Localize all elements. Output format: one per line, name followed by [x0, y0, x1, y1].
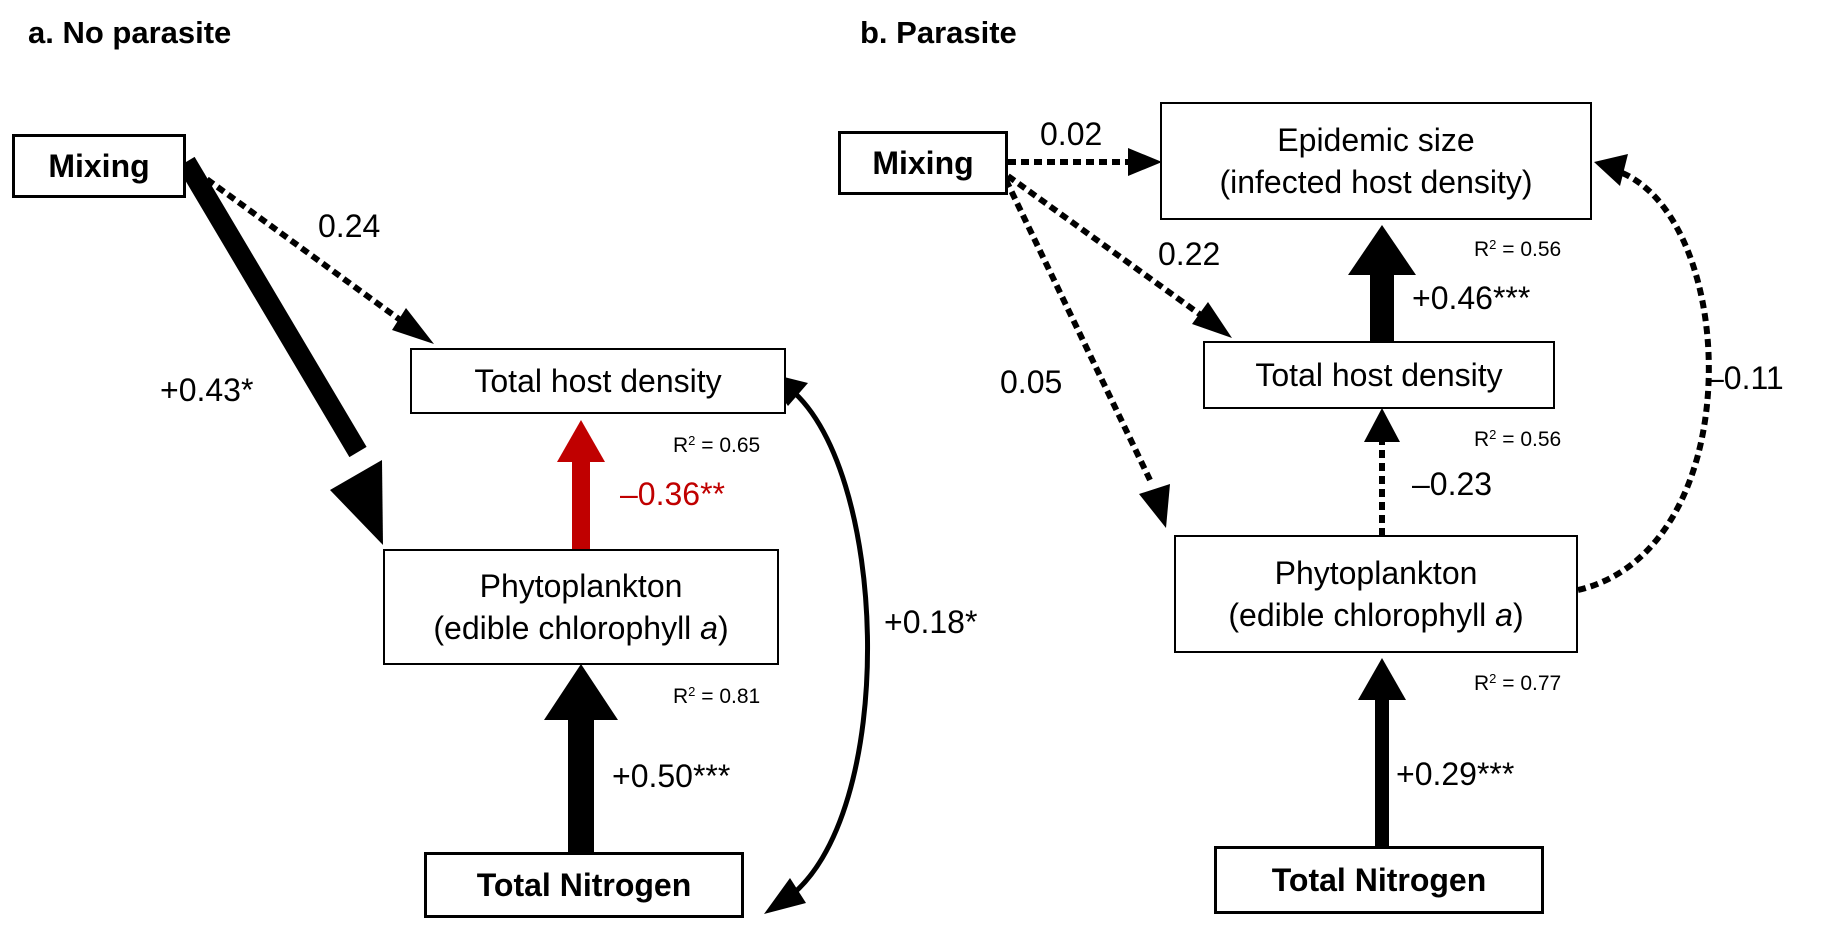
arrow-a-mixing-to-host	[184, 161, 405, 325]
panel-b-coef-phyto-host: –0.23	[1412, 466, 1493, 502]
panel-b-nitrogen-label: Total Nitrogen	[1271, 861, 1487, 898]
arrowhead-b-nitrogen-to-phyto	[1358, 658, 1406, 700]
panel-b-node-total-host-density: Total host density	[1203, 341, 1555, 409]
panel-a-phyto-line2: (edible chlorophyll a)	[433, 610, 729, 646]
arrowhead-b-mixing-to-host	[1192, 302, 1232, 338]
panel-b-node-total-nitrogen: Total Nitrogen	[1214, 846, 1544, 914]
panel-b-mixing-label: Mixing	[872, 144, 974, 181]
panel-b-r2-epidemic: R2 = 0.56	[1474, 237, 1562, 261]
panel-a-phyto-line1: Phytoplankton	[479, 567, 683, 604]
panel-a-nitrogen-label: Total Nitrogen	[476, 866, 692, 903]
arrow-b-mixing-to-phyto	[1003, 178, 1153, 482]
arrowhead-b-mixing-to-phyto	[1139, 484, 1170, 528]
panel-b-coef-mixing-epidemic: 0.02	[1040, 116, 1103, 152]
panel-a-coef-host-nitrogen-cov: +0.18*	[884, 604, 978, 640]
panel-a-title: a. No parasite	[28, 15, 232, 50]
arrowhead-a-mixing-to-host	[392, 308, 434, 344]
arrowhead-a-covariance-bottom	[764, 878, 806, 914]
panel-a-coef-mixing-host: 0.24	[318, 208, 381, 244]
panel-b-r2-phyto: R2 = 0.77	[1474, 671, 1562, 695]
panel-b-epidemic-line2: (infected host density)	[1219, 164, 1533, 200]
panel-b-node-epidemic-size: Epidemic size (infected host density)	[1160, 102, 1592, 220]
panel-b-node-phytoplankton: Phytoplankton (edible chlorophyll a)	[1174, 535, 1578, 653]
panel-b-coef-mixing-host: 0.22	[1158, 236, 1221, 272]
panel-a-node-phytoplankton: Phytoplankton (edible chlorophyll a)	[383, 549, 779, 665]
panel-a-node-total-nitrogen: Total Nitrogen	[424, 852, 744, 918]
panel-b-phyto-line2: (edible chlorophyll a)	[1228, 597, 1524, 633]
panel-b-r2-host: R2 = 0.56	[1474, 427, 1562, 451]
panel-a-node-mixing: Mixing	[12, 134, 186, 198]
arrowhead-b-phyto-to-host	[1364, 408, 1400, 442]
arrowhead-b-mixing-to-epidemic	[1128, 148, 1162, 176]
panel-b-coef-mixing-phyto: 0.05	[1000, 364, 1063, 400]
panel-b-node-mixing: Mixing	[838, 131, 1008, 195]
arrowhead-a-phyto-to-host	[557, 420, 605, 462]
panel-a-coef-phyto-host: –0.36**	[620, 476, 725, 512]
arrowhead-a-nitrogen-to-phyto	[544, 664, 618, 720]
panel-a-r2-host: R2 = 0.65	[673, 433, 761, 457]
panel-a-r2-phyto: R2 = 0.81	[673, 684, 761, 708]
panel-a-coef-mixing-phyto: +0.43*	[160, 372, 254, 408]
panel-a-node-total-host-density: Total host density	[410, 348, 786, 414]
panel-b-coef-nitrogen-phyto: +0.29***	[1396, 756, 1515, 792]
panel-a-host-label: Total host density	[474, 362, 722, 399]
panel-a-coef-nitrogen-phyto: +0.50***	[612, 758, 731, 794]
arrowhead-b-phyto-to-epidemic	[1594, 154, 1628, 186]
arrow-a-host-nitrogen-covariance	[783, 382, 870, 903]
panel-a-mixing-label: Mixing	[48, 147, 150, 184]
arrow-b-phyto-to-epidemic	[1577, 169, 1712, 593]
panel-b-title: b. Parasite	[860, 15, 1017, 50]
panel-b-coef-host-epidemic: +0.46***	[1412, 280, 1531, 316]
panel-b-host-label: Total host density	[1255, 356, 1503, 393]
arrow-b-mixing-to-host	[1006, 173, 1207, 321]
arrowhead-b-host-to-epidemic	[1348, 225, 1416, 275]
panel-b-phyto-line1: Phytoplankton	[1274, 554, 1478, 591]
arrowhead-a-mixing-to-phyto	[330, 460, 383, 545]
arrow-a-mixing-to-phyto	[177, 156, 367, 458]
panel-b-epidemic-line1: Epidemic size	[1277, 121, 1475, 158]
panel-b-coef-phyto-epidemic: –0.11	[1706, 360, 1784, 396]
